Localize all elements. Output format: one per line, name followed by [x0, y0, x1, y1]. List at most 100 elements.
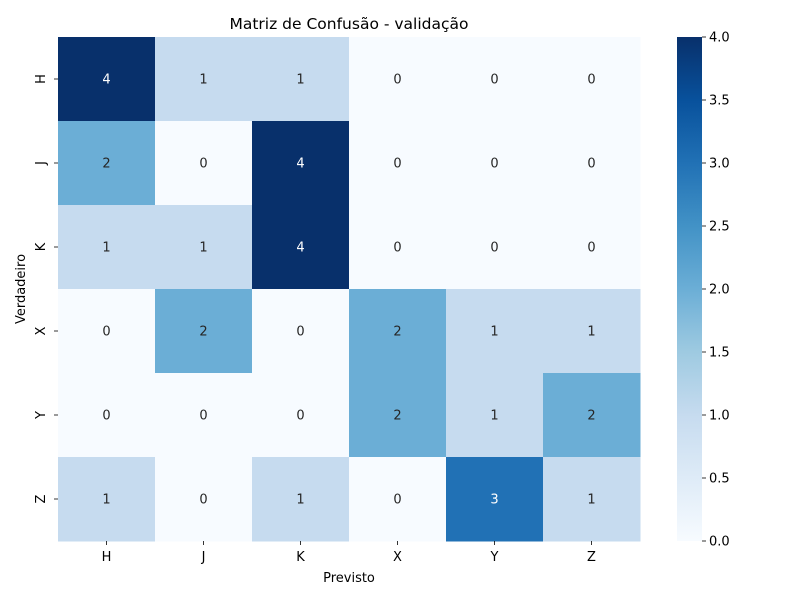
heatmap-cell	[543, 37, 641, 122]
heatmap-cell	[58, 457, 156, 542]
heatmap-cell	[446, 121, 544, 206]
heatmap-cells: 4 1 1 0 0 0 2 0 4 0 0 0 1 1 4 0 0 0 0 2 0 2 1 1 0 0 0 2 1 2 1 0 1 0 3 1	[58, 37, 641, 542]
cell-value-label: 0	[587, 73, 595, 88]
colorbar-tick-label: 2.5	[709, 220, 730, 235]
heatmap-cell	[543, 121, 641, 206]
cell-value-label: 0	[296, 325, 304, 340]
cell-value-label: 0	[296, 409, 304, 424]
cell-value-label: 0	[102, 325, 110, 340]
cell-value-label: 2	[199, 325, 207, 340]
heatmap-cell	[155, 205, 253, 290]
cell-value-label: 1	[296, 73, 304, 88]
y-tick-label: Y	[34, 411, 49, 420]
cell-value-label: 2	[102, 157, 110, 172]
heatmap-cell	[349, 289, 447, 374]
y-tick-label: Z	[34, 494, 49, 503]
heatmap-cell	[446, 205, 544, 290]
heatmap-cell	[349, 37, 447, 122]
cell-value-label: 0	[490, 241, 498, 256]
cell-value-label: 0	[393, 493, 401, 508]
heatmap-cell	[252, 121, 350, 206]
cell-value-label: 0	[393, 157, 401, 172]
chart-title: Matriz de Confusão - validação	[229, 15, 468, 33]
cell-value-label: 4	[296, 241, 304, 256]
heatmap-cell	[446, 373, 544, 458]
heatmap-cell	[446, 289, 544, 374]
colorbar-tick-label: 4.0	[709, 31, 730, 46]
heatmap-cell	[58, 289, 156, 374]
cell-value-label: 0	[490, 73, 498, 88]
x-tick-label: J	[201, 550, 206, 565]
cell-value-label: 0	[393, 73, 401, 88]
heatmap-cell	[349, 373, 447, 458]
cell-value-label: 2	[393, 409, 401, 424]
heatmap-cell	[543, 373, 641, 458]
colorbar-ticks: 0.0 0.5 1.0 1.5 2.0 2.5 3.0 3.5 4.0	[702, 31, 730, 550]
cell-value-label: 2	[393, 325, 401, 340]
colorbar-tick-label: 0.5	[709, 472, 730, 487]
heatmap-cell	[155, 373, 253, 458]
x-tick-label: H	[102, 550, 112, 565]
heatmap-cell	[349, 205, 447, 290]
colorbar-tick-label: 3.5	[709, 94, 730, 109]
heatmap-cell	[58, 373, 156, 458]
x-tick-label: X	[393, 550, 402, 565]
cell-value-label: 4	[102, 73, 110, 88]
cell-value-label: 1	[296, 493, 304, 508]
y-axis-ticks: H J K X Y Z	[34, 74, 58, 503]
cell-value-label: 0	[587, 157, 595, 172]
cell-value-label: 1	[199, 241, 207, 256]
cell-value-label: 0	[587, 241, 595, 256]
cell-value-label: 0	[102, 409, 110, 424]
heatmap-cell	[58, 121, 156, 206]
cell-value-label: 0	[490, 157, 498, 172]
heatmap-cell	[252, 37, 350, 122]
colorbar-tick-label: 1.0	[709, 409, 730, 424]
heatmap-cell	[543, 457, 641, 542]
heatmap-cell	[349, 121, 447, 206]
cell-value-label: 1	[587, 325, 595, 340]
x-tick-label: Y	[490, 550, 499, 565]
heatmap-cell	[58, 37, 156, 122]
cell-value-label: 1	[199, 73, 207, 88]
cell-value-label: 3	[490, 493, 498, 508]
cell-value-label: 0	[199, 493, 207, 508]
cell-value-label: 1	[490, 325, 498, 340]
cell-value-label: 0	[199, 409, 207, 424]
heatmap-cell	[155, 37, 253, 122]
cell-value-label: 4	[296, 157, 304, 172]
heatmap-cell	[252, 205, 350, 290]
x-axis-label: Previsto	[323, 571, 375, 586]
heatmap-cell	[155, 121, 253, 206]
heatmap-cell	[155, 457, 253, 542]
heatmap-cell	[543, 205, 641, 290]
cell-value-label: 1	[102, 493, 110, 508]
heatmap-cell	[252, 373, 350, 458]
colorbar-tick-label: 0.0	[709, 535, 730, 550]
y-tick-label: J	[34, 161, 49, 166]
heatmap-cell	[446, 457, 544, 542]
cell-value-label: 1	[102, 241, 110, 256]
heatmap-cell	[155, 289, 253, 374]
heatmap-cell	[543, 289, 641, 374]
colorbar-tick-label: 3.0	[709, 157, 730, 172]
heatmap-cell	[252, 457, 350, 542]
y-axis-label: Verdadeiro	[14, 254, 29, 324]
y-tick-label: X	[34, 326, 49, 335]
cell-value-label: 1	[490, 409, 498, 424]
cell-value-label: 0	[199, 157, 207, 172]
cell-value-label: 2	[587, 409, 595, 424]
heatmap-cell	[58, 205, 156, 290]
y-tick-label: H	[34, 74, 49, 84]
cell-value-label: 0	[393, 241, 401, 256]
x-tick-label: Z	[587, 550, 596, 565]
heatmap-cell	[446, 37, 544, 122]
x-tick-label: K	[296, 550, 305, 565]
cell-value-label: 1	[587, 493, 595, 508]
heatmap-cell	[349, 457, 447, 542]
colorbar-tick-label: 2.0	[709, 283, 730, 298]
colorbar-tick-label: 1.5	[709, 346, 730, 361]
colorbar	[677, 37, 702, 541]
